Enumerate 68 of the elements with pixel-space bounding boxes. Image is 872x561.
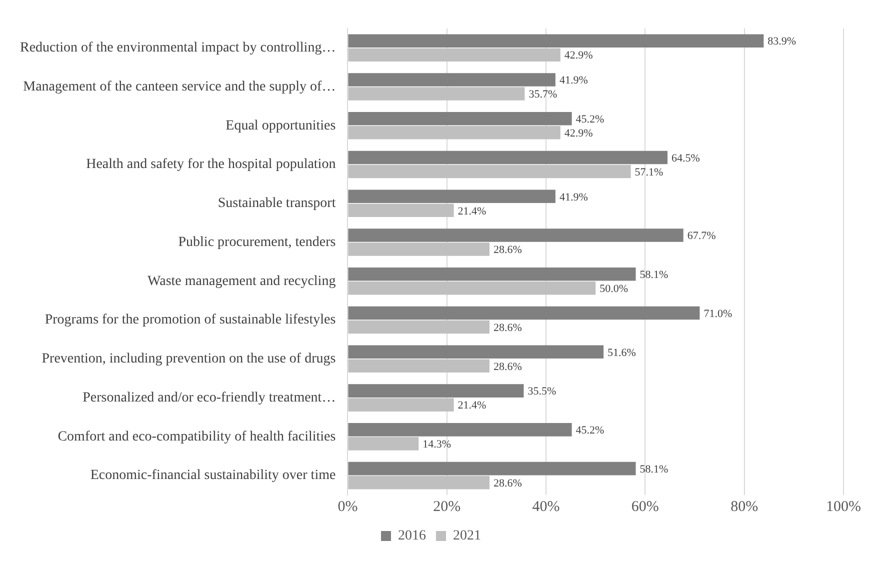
data-label: 28.6% (494, 322, 522, 334)
x-tick-label: 80% (730, 498, 758, 515)
data-label: 58.1% (640, 463, 668, 476)
x-tick-label: 40% (532, 498, 560, 515)
y-tick-label: Comfort and eco-compatibility of health facilities (58, 429, 336, 444)
bar (348, 345, 604, 359)
data-label: 64.5% (671, 152, 700, 164)
bar (348, 306, 700, 320)
legend-label: 2021 (453, 528, 481, 544)
y-tick-label: Equal opportunities (226, 118, 336, 134)
x-tick-label: 20% (433, 498, 461, 515)
bar (348, 320, 490, 334)
y-tick-label: Economic-financial sustainability over time (90, 468, 336, 484)
x-tick-label: 60% (631, 498, 659, 515)
y-tick-label: Prevention, including prevention on the use of drugs (42, 352, 336, 367)
data-label: 28.6% (494, 477, 522, 490)
bar (348, 87, 525, 100)
data-label: 35.5% (528, 386, 556, 398)
bar (348, 126, 560, 140)
data-label: 83.9% (768, 36, 796, 48)
legend-label: 2016 (398, 528, 426, 544)
data-label: 42.9% (564, 128, 593, 140)
data-label: 45.2% (576, 424, 604, 437)
data-label: 42.9% (564, 50, 593, 62)
data-label: 51.6% (608, 346, 636, 359)
data-label: 41.9% (559, 191, 588, 204)
data-label: 28.6% (494, 360, 522, 373)
bar (348, 398, 454, 412)
data-label: 41.9% (559, 74, 588, 87)
bar (348, 73, 556, 86)
bar (348, 267, 636, 281)
data-label: 58.1% (640, 269, 668, 282)
bar (348, 164, 631, 178)
bar (348, 112, 572, 126)
y-tick-label: Health and safety for the hospital population (86, 157, 336, 172)
bar (348, 190, 556, 204)
bar (348, 476, 490, 490)
bar (348, 423, 572, 436)
y-tick-label: Personalized and/or eco-friendly treatment… (82, 390, 336, 406)
x-tick-label: 0% (338, 498, 358, 515)
bar (348, 242, 490, 256)
y-tick-label: Reduction of the environmental impact by controlling… (20, 40, 336, 56)
bar (348, 437, 419, 450)
bar (348, 34, 764, 48)
y-tick-label: Sustainable transport (218, 196, 336, 212)
bar (348, 281, 596, 295)
bar (348, 150, 668, 164)
data-label: 21.4% (458, 205, 486, 218)
bar (348, 204, 454, 218)
data-label: 67.7% (687, 230, 716, 242)
data-label: 35.7% (528, 88, 558, 101)
y-tick-label: Public procurement, tenders (178, 234, 336, 250)
bar (348, 462, 636, 476)
data-label: 71.0% (704, 308, 732, 320)
data-label: 14.3% (422, 438, 452, 451)
x-tick-label: 100% (826, 498, 861, 515)
data-label: 21.4% (458, 400, 486, 412)
data-label: 57.1% (634, 166, 664, 178)
data-label: 28.6% (494, 244, 522, 256)
data-label: 45.2% (576, 114, 604, 126)
data-label: 50.0% (600, 283, 628, 296)
bar (348, 48, 560, 62)
bar (348, 359, 490, 373)
y-tick-label: Programs for the promotion of sustainable lifestyles (44, 312, 336, 328)
bar (348, 384, 524, 398)
y-tick-label: Management of the canteen service and the supply of… (23, 79, 336, 94)
bar (348, 228, 684, 242)
y-tick-label: Waste management and recycling (148, 274, 336, 289)
